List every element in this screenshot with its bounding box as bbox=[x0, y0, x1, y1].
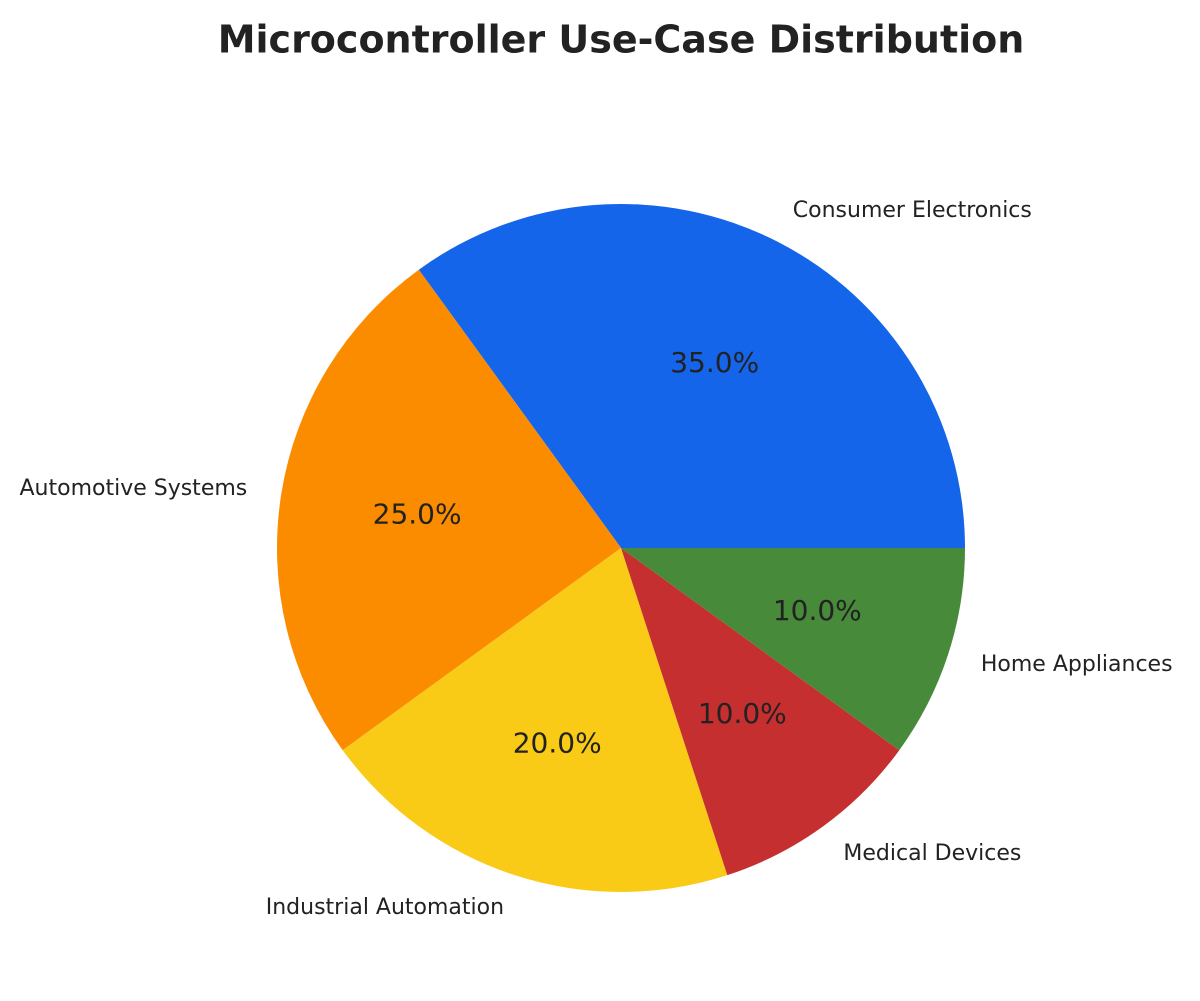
slice-label: Automotive Systems bbox=[19, 476, 247, 501]
value-label: 10.0% bbox=[773, 594, 862, 627]
pie-slice bbox=[621, 548, 900, 876]
pie-slice bbox=[342, 548, 728, 892]
slice-label: Medical Devices bbox=[843, 841, 1021, 866]
value-label: 25.0% bbox=[373, 498, 462, 531]
pie-slice bbox=[621, 548, 965, 751]
value-label: 10.0% bbox=[698, 697, 787, 730]
pie-slice bbox=[277, 269, 621, 751]
slice-label: Consumer Electronics bbox=[793, 198, 1032, 223]
chart-title: Microcontroller Use-Case Distribution bbox=[218, 18, 1025, 62]
slice-label: Industrial Automation bbox=[266, 895, 504, 920]
value-label: 35.0% bbox=[670, 346, 759, 379]
pie-slice bbox=[418, 203, 965, 548]
value-label: 20.0% bbox=[513, 726, 602, 759]
slice-label: Home Appliances bbox=[981, 652, 1173, 677]
